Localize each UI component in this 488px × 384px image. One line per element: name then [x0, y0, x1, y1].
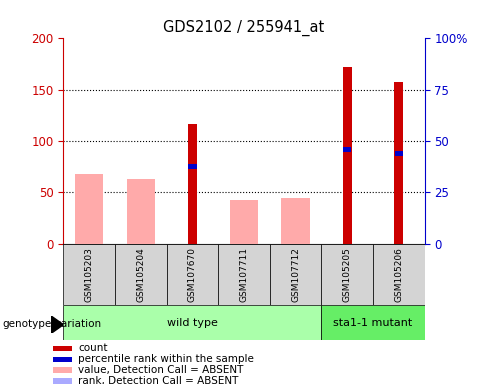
- Bar: [63, 244, 115, 305]
- Bar: [343, 147, 351, 152]
- Text: sta1-1 mutant: sta1-1 mutant: [333, 318, 412, 328]
- Bar: [53, 367, 72, 373]
- Polygon shape: [51, 316, 63, 333]
- Text: count: count: [78, 343, 107, 353]
- Bar: [270, 244, 322, 305]
- Bar: [373, 244, 425, 305]
- Bar: [230, 200, 258, 244]
- Text: GSM107670: GSM107670: [188, 247, 197, 302]
- Text: percentile rank within the sample: percentile rank within the sample: [78, 354, 254, 364]
- Text: GSM105203: GSM105203: [85, 247, 94, 302]
- Text: GSM105204: GSM105204: [136, 247, 145, 302]
- Title: GDS2102 / 255941_at: GDS2102 / 255941_at: [163, 20, 325, 36]
- Bar: [53, 346, 72, 351]
- Text: GSM107712: GSM107712: [291, 247, 300, 302]
- Bar: [282, 198, 310, 244]
- Text: GSM105206: GSM105206: [394, 247, 403, 302]
- Bar: [343, 67, 352, 244]
- Bar: [166, 244, 218, 305]
- Text: genotype/variation: genotype/variation: [2, 319, 102, 329]
- Bar: [75, 174, 103, 244]
- Text: GSM107711: GSM107711: [240, 247, 248, 302]
- Text: rank, Detection Call = ABSENT: rank, Detection Call = ABSENT: [78, 376, 238, 384]
- Bar: [53, 357, 72, 362]
- Bar: [63, 305, 322, 340]
- Bar: [75, 182, 103, 244]
- Bar: [115, 244, 166, 305]
- Bar: [394, 81, 404, 244]
- Bar: [188, 164, 197, 169]
- Text: GSM105205: GSM105205: [343, 247, 352, 302]
- Text: value, Detection Call = ABSENT: value, Detection Call = ABSENT: [78, 365, 244, 375]
- Bar: [127, 190, 155, 244]
- Bar: [322, 244, 373, 305]
- Bar: [188, 124, 197, 244]
- Bar: [395, 151, 403, 156]
- Text: wild type: wild type: [167, 318, 218, 328]
- Bar: [53, 378, 72, 384]
- Bar: [127, 179, 155, 244]
- Bar: [322, 305, 425, 340]
- Bar: [218, 244, 270, 305]
